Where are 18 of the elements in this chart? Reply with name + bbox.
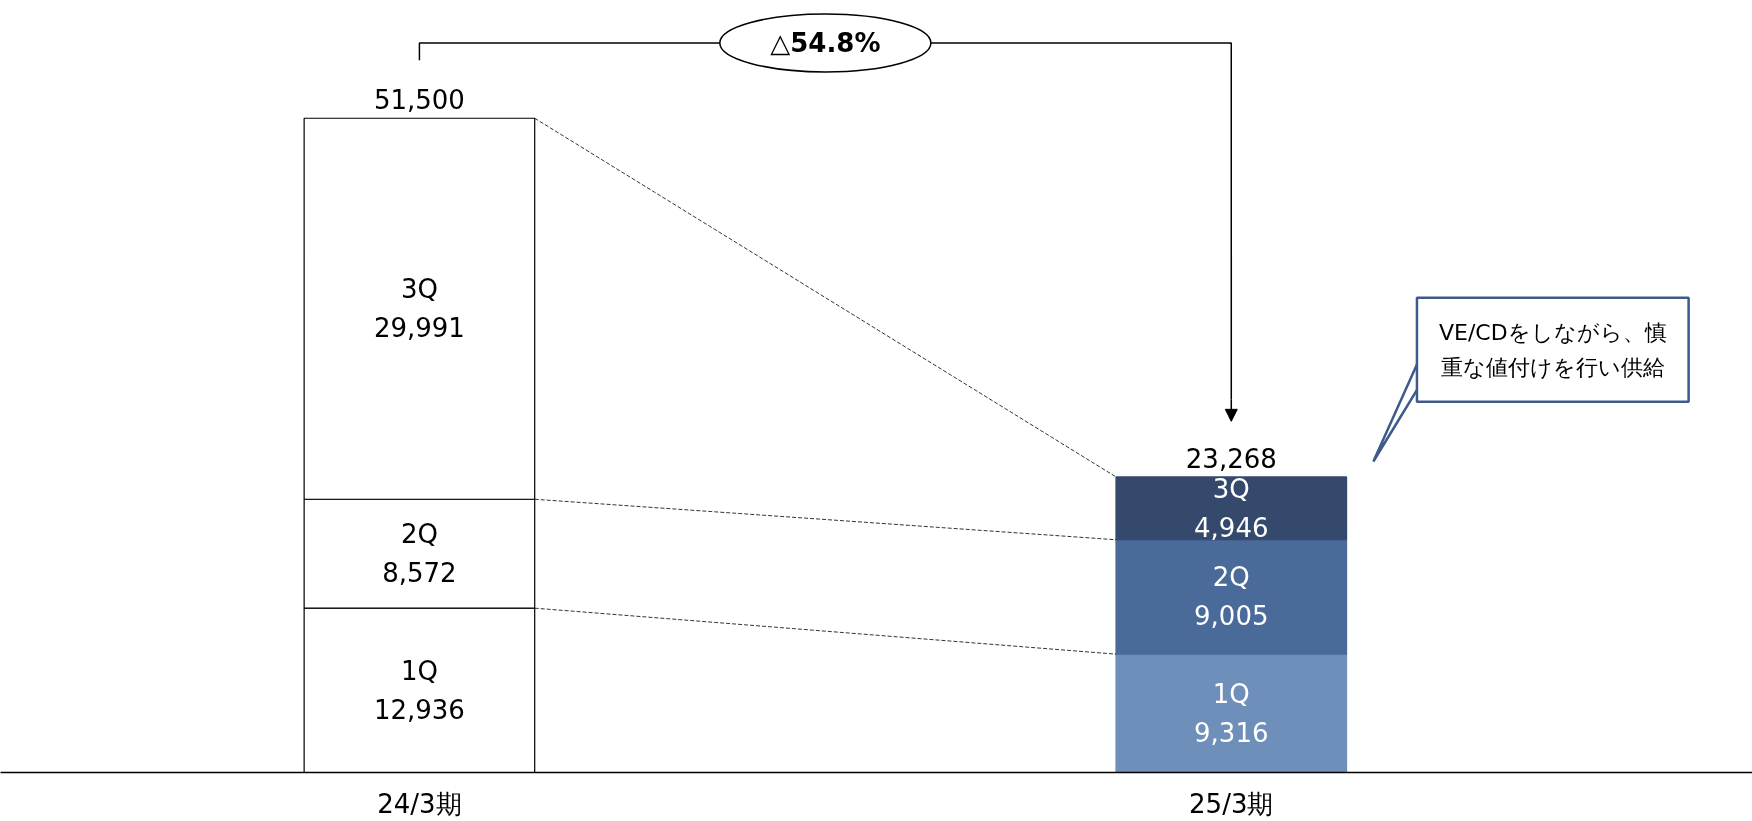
data-label: 29,991 <box>373 313 465 344</box>
text: 1Q <box>400 655 438 686</box>
data-label: 4,946 <box>1194 512 1269 543</box>
series-label: 3Q <box>1212 473 1250 504</box>
data-label: 9,316 <box>1194 717 1269 748</box>
series-label: 2Q <box>400 519 438 550</box>
total-label: 51,500 <box>373 85 465 115</box>
text: 2Q <box>1212 562 1250 593</box>
data-label: 9,005 <box>1194 601 1269 632</box>
annotation: VE/CDをしながら、慎重な値付けを行い供給 <box>1438 319 1667 380</box>
series-label: 1Q <box>1212 678 1250 709</box>
data-label: 12,936 <box>373 694 465 725</box>
x-tick-label: 25/3期 <box>1189 788 1274 819</box>
text: 3Q <box>400 274 438 305</box>
text: △54.8% <box>770 27 881 58</box>
total-label: 23,268 <box>1185 443 1277 474</box>
data-label: 8,572 <box>382 558 457 589</box>
x-tick-label: 24/3期 <box>377 788 462 819</box>
